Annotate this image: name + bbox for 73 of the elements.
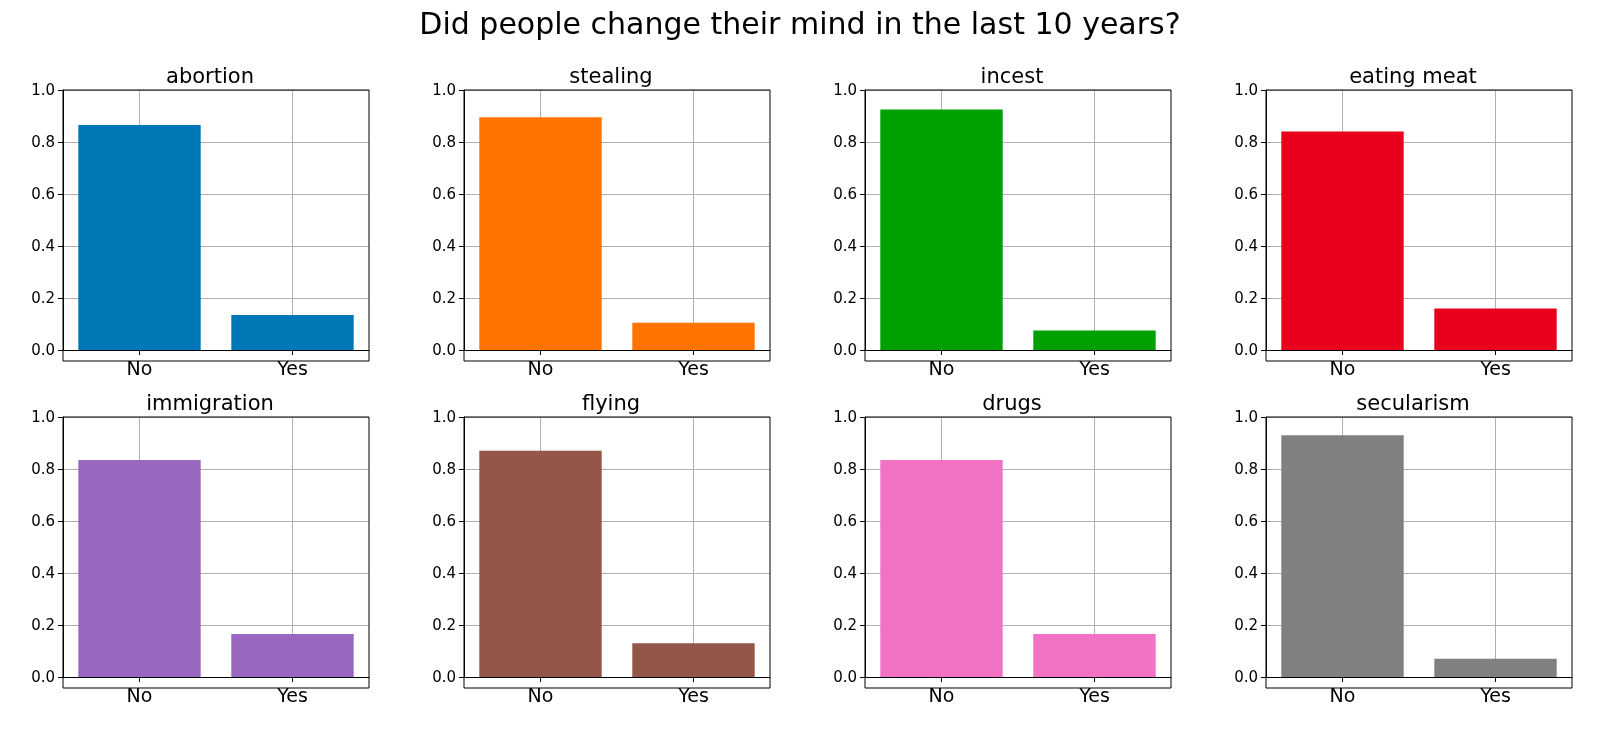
y-tick-label: 0.4 [432,564,456,582]
y-tick-label: 0.4 [31,564,55,582]
chart-title: flying [581,390,641,415]
y-tick-label: 0.8 [833,133,857,151]
y-tick-label: 0.6 [1234,185,1258,203]
y-tick-label: 0.4 [31,237,55,255]
y-tick-label: 0.0 [432,341,456,359]
x-tick-label: Yes [677,356,709,379]
x-tick-label: No [527,356,554,379]
y-tick-label: 1.0 [1234,81,1258,99]
x-tick-label: Yes [276,683,308,706]
y-tick-label: 0.4 [1234,564,1258,582]
y-tick-label: 0.2 [1234,289,1258,307]
text: Did people change their mind in the last 10 years? [418,6,1182,41]
y-tick-label: 0.0 [31,668,55,686]
y-tick-label: 0.0 [432,668,456,686]
y-tick-label: 0.2 [833,289,857,307]
y-tick-label: 1.0 [31,408,55,426]
y-tick-label: 1.0 [31,81,55,99]
y-tick-label: 0.0 [833,341,857,359]
chart-title: abortion [166,63,254,88]
chart-title: incest [980,63,1044,88]
y-tick-label: 1.0 [432,408,456,426]
y-tick-label: 1.0 [833,81,857,99]
x-tick-label: No [126,356,153,379]
y-tick-label: 0.8 [1234,460,1258,478]
y-tick-label: 0.6 [833,512,857,530]
x-tick-label: No [1329,683,1356,706]
y-tick-label: 0.2 [432,616,456,634]
y-tick-label: 0.4 [833,237,857,255]
y-tick-label: 1.0 [432,81,456,99]
x-tick-label: Yes [1078,683,1110,706]
x-tick-label: No [126,683,153,706]
x-tick-label: No [928,683,955,706]
x-tick-label: Yes [1479,356,1511,379]
y-tick-label: 0.2 [31,616,55,634]
y-tick-label: 0.8 [833,460,857,478]
x-tick-label: No [1329,356,1356,379]
y-tick-label: 0.8 [31,133,55,151]
chart-title: eating meat [1349,63,1477,88]
y-tick-label: 0.2 [833,616,857,634]
x-tick-label: Yes [276,356,308,379]
y-tick-label: 0.8 [1234,133,1258,151]
x-tick-label: Yes [1078,356,1110,379]
x-tick-label: Yes [677,683,709,706]
y-tick-label: 0.2 [432,289,456,307]
y-tick-label: 0.0 [1234,668,1258,686]
chart-title: drugs [982,390,1042,415]
chart-title: secularism [1356,390,1470,415]
y-tick-label: 0.6 [1234,512,1258,530]
y-tick-label: 0.6 [432,512,456,530]
y-tick-label: 0.0 [1234,341,1258,359]
y-tick-label: 1.0 [1234,408,1258,426]
y-tick-label: 0.4 [1234,237,1258,255]
y-tick-label: 0.6 [31,185,55,203]
y-tick-label: 0.6 [432,185,456,203]
y-tick-label: 0.2 [31,289,55,307]
x-tick-label: No [527,683,554,706]
y-tick-label: 0.8 [432,133,456,151]
y-tick-label: 0.6 [833,185,857,203]
y-tick-label: 0.6 [31,512,55,530]
y-tick-label: 0.8 [432,460,456,478]
x-tick-label: Yes [1479,683,1511,706]
x-tick-label: No [928,356,955,379]
y-tick-label: 0.4 [833,564,857,582]
chart-title: immigration [146,390,274,415]
y-tick-label: 0.4 [432,237,456,255]
chart-title: stealing [569,63,653,88]
y-tick-label: 0.0 [31,341,55,359]
y-tick-label: 1.0 [833,408,857,426]
y-tick-label: 0.0 [833,668,857,686]
y-tick-label: 0.2 [1234,616,1258,634]
y-tick-label: 0.8 [31,460,55,478]
